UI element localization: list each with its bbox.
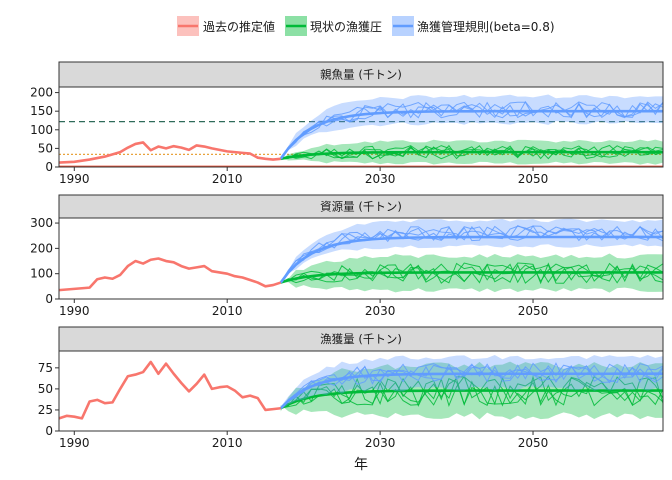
current-fishing-pressure-mean-line (280, 271, 663, 284)
legend: 過去の推定値 現状の漁獲圧 漁獲管理規則(beta=0.8) (177, 16, 555, 36)
x-tick-label: 2030 (365, 304, 396, 318)
panel-strip (58, 61, 664, 88)
plot-border (58, 350, 664, 432)
y-tick-label: 0 (45, 424, 53, 438)
y-tick-label: 0 (45, 292, 53, 306)
plot-border (58, 217, 664, 300)
legend-item: 漁獲管理規則(beta=0.8) (392, 16, 555, 36)
current-fishing-pressure-mean-line (280, 389, 663, 410)
harvest-control-rule-sample-path (280, 225, 663, 283)
panel-strip-label: 資源量 (千トン) (320, 200, 402, 214)
x-tick-label: 1990 (59, 304, 90, 318)
harvest-control-rule-sample-path (280, 101, 663, 160)
legend-label: 過去の推定値 (203, 19, 275, 34)
harvest-control-rule-sample-path (280, 101, 663, 160)
y-tick-label: 0 (45, 160, 53, 174)
harvest-control-rule-mean-line (279, 235, 663, 284)
legend-item: 現状の漁獲圧 (285, 16, 382, 36)
current-fishing-pressure-sample-path (280, 375, 663, 409)
x-tick-label: 2010 (212, 172, 243, 186)
y-tick-label: 50 (38, 382, 53, 396)
y-tick-label: 100 (30, 123, 53, 137)
x-tick-label: 2030 (365, 436, 396, 450)
plot-content (59, 218, 663, 293)
harvest-control-rule-mean-line (279, 372, 663, 410)
harvest-control-rule-sample-path (280, 362, 663, 409)
past-estimate-line (59, 360, 281, 420)
plot-border (58, 86, 664, 168)
x-tick-label: 2010 (212, 436, 243, 450)
x-tick-label: 2050 (518, 172, 549, 186)
x-axis-label: 年 (354, 457, 368, 473)
x-tick-label: 1990 (59, 436, 90, 450)
panel: 親魚量 (千トン) 0 50 100 150 200 1990 2010 2030 2050 (30, 61, 664, 186)
past-estimate-line (59, 257, 282, 292)
y-tick-label: 200 (30, 86, 53, 100)
panel: 漁獲量 (千トン) 0 25 50 75 1990 2010 2030 2050 (38, 326, 664, 450)
panel-strip-label: 漁獲量 (千トン) (320, 332, 402, 346)
panel: 資源量 (千トン) 0 100 200 300 1990 2010 2030 2050 (30, 194, 664, 318)
x-tick-label: 2050 (518, 304, 549, 318)
y-tick-label: 200 (30, 241, 53, 255)
legend-label: 現状の漁獲圧 (310, 20, 382, 34)
legend-label: 漁獲管理規則(beta=0.8) (417, 19, 555, 34)
y-tick-label: 300 (30, 216, 53, 230)
y-tick-label: 100 (30, 267, 53, 281)
y-tick-label: 25 (38, 403, 53, 417)
y-tick-label: 150 (30, 104, 53, 118)
x-tick-label: 2030 (365, 172, 396, 186)
x-tick-label: 2050 (518, 436, 549, 450)
y-tick-label: 50 (38, 141, 53, 155)
x-tick-label: 2010 (212, 304, 243, 318)
harvest-control-rule-sample-path (280, 225, 663, 283)
plot-content (59, 354, 663, 420)
legend-item: 過去の推定値 (177, 16, 275, 36)
past-estimate-line (59, 141, 281, 164)
harvest-control-rule-mean-line (279, 109, 663, 160)
plot-content (59, 94, 663, 167)
current-fishing-pressure-mean-line (280, 150, 663, 161)
current-fishing-pressure-sample-path (280, 375, 663, 409)
y-tick-label: 75 (38, 361, 53, 375)
x-tick-label: 1990 (59, 172, 90, 186)
panel-strip-label: 親魚量 (千トン) (320, 68, 402, 82)
